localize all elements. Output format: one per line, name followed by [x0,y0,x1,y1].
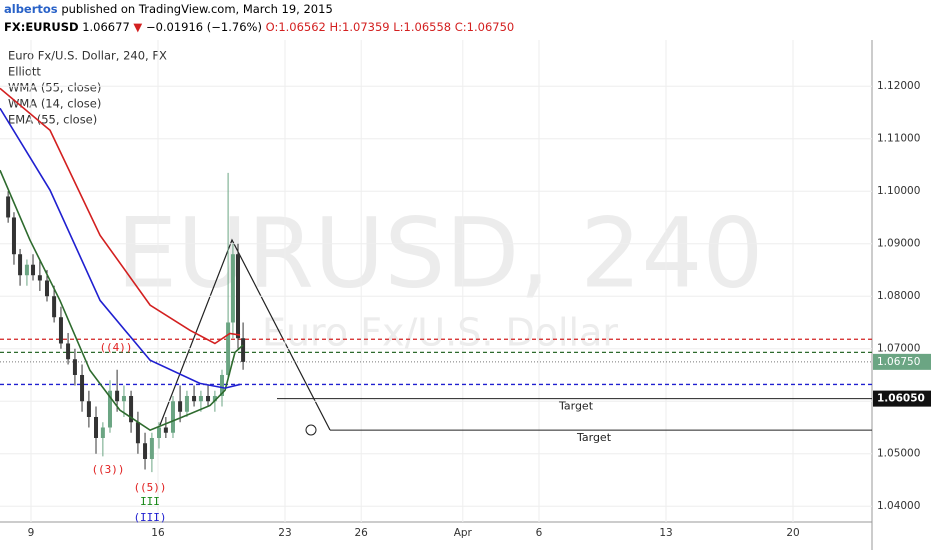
candle-body [163,427,168,433]
y-tick-label: 1.11000 [877,133,920,145]
x-tick-label: 23 [278,527,291,539]
y-tick-label: 1.10000 [877,185,920,197]
candle-body [241,338,246,362]
candle-body [206,395,211,402]
legend-entry: EMA (55, close) [8,113,97,127]
candle-body [44,280,49,297]
candle-body [226,322,231,375]
indicator-line [0,87,241,345]
legend-study: Elliott [8,65,41,79]
candle-body [192,395,197,402]
wave-label: (III) [133,511,166,524]
watermark: EURUSD, 240 [116,197,763,309]
y-tick-label: 1.08000 [877,290,920,302]
y-tick-label: 1.12000 [877,80,920,92]
ohlc-high: H:1.07359 [329,20,390,34]
y-tick-label: 1.05000 [877,448,920,460]
candle-body [212,395,217,402]
candle-body [107,390,112,428]
candle-body [58,317,63,344]
x-tick-label: 9 [28,527,35,539]
x-tick-label: 16 [151,527,165,539]
change: −0.01916 (−1.76%) [145,20,262,34]
x-tick-label: Apr [454,527,473,539]
candle-body [230,254,235,323]
candle-body [157,427,162,438]
indicator-line [0,169,244,432]
x-tick-label: 13 [659,527,672,539]
ohlc-close: C:1.06750 [454,20,515,34]
projection-drawing [159,238,331,431]
wave-label: ((3)) [91,463,124,476]
price-label: 1.06750 [877,356,920,368]
wave-label: ((4)) [99,341,132,354]
target-price-label: 1.06050 [877,393,925,405]
candle-body [52,296,57,318]
indicator-line [0,107,241,389]
candle-body [178,401,183,412]
candle-body [31,264,36,276]
price-box [873,353,931,370]
target-label: Target [576,431,612,444]
y-tick-label: 1.09000 [877,238,920,250]
candle-body [220,374,225,396]
candle-body [121,395,126,402]
candle-body [129,395,134,423]
legend-entry: WMA (14, close) [8,97,101,111]
candle-body [6,196,11,218]
arrow: ▼ [133,20,143,34]
watermark-sub: Euro Fx/U.S. Dollar [262,311,618,355]
header: albertos published on TradingView.com, M… [4,0,514,36]
wave-label: ((5)) [133,481,166,494]
x-tick-label: 6 [536,527,543,539]
legend-entry: WMA (55, close) [8,81,101,95]
candle-body [198,395,203,402]
target-label: Target [558,400,594,413]
wave-label: III [140,495,160,508]
published: published on TradingView.com, March 19, … [61,2,333,16]
x-tick-label: 20 [786,527,799,539]
ohlc-low: L:1.06558 [393,20,452,34]
candle-body [24,264,29,276]
candle-body [80,374,85,402]
legend-title: Euro Fx/U.S. Dollar, 240, FX [8,49,167,63]
candle-body [72,359,77,375]
candle-body [86,401,91,417]
candle-body [37,275,42,281]
candle-body [170,401,175,433]
y-tick-label: 1.07000 [877,343,920,355]
target-price-box [873,390,931,407]
candle-body [100,427,105,438]
candle-body [184,395,189,412]
x-tick-label: 26 [355,527,369,539]
symbol: FX:EURUSD [4,20,79,34]
candle-body [18,254,23,276]
candle-body [66,343,71,360]
candle-body [11,217,16,255]
candle-body [143,443,148,459]
candle-body [135,422,140,444]
last: 1.06677 [82,20,130,34]
y-tick-label: 1.04000 [877,500,920,512]
author: albertos [4,2,58,16]
candle-body [149,437,154,459]
ohlc-open: O:1.06562 [265,20,326,34]
anchor-handle [305,424,317,436]
candle-body [115,390,120,402]
candle-body [94,416,99,438]
candle-body [236,254,241,339]
